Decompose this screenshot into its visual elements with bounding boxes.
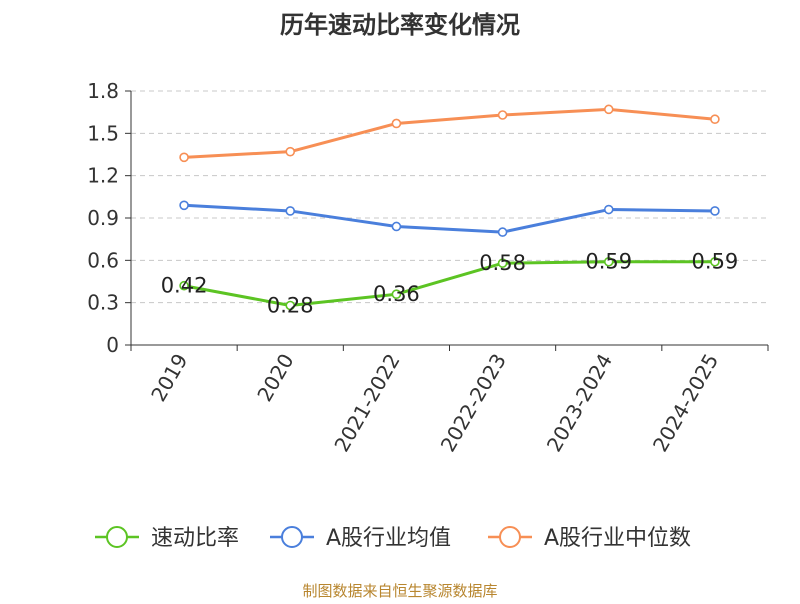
- x-tick-label: 2020: [252, 350, 298, 406]
- legend-label: 速动比率: [151, 526, 239, 551]
- legend-marker-icon: [499, 526, 521, 548]
- series-lines: [179, 104, 720, 311]
- series-1-point-1[interactable]: [285, 206, 296, 216]
- series-2-point-0[interactable]: [179, 152, 189, 163]
- chart-title: 历年速动比率变化情况: [280, 11, 520, 39]
- series-line-0: [183, 260, 715, 307]
- series-0-point-4[interactable]: [603, 256, 614, 267]
- series-2-point-5[interactable]: [710, 114, 720, 125]
- legend-item-0[interactable]: 速动比率: [95, 526, 239, 551]
- y-tick-label: 1.2: [87, 164, 119, 188]
- legend-label: A股行业中位数: [544, 526, 691, 551]
- source-note: 制图数据来自恒生聚源数据库: [302, 582, 497, 600]
- data-label: 0.36: [373, 282, 420, 306]
- x-tick-label: 2022-2023: [436, 350, 511, 456]
- series-1-point-2[interactable]: [391, 221, 402, 232]
- data-label: 0.42: [161, 274, 208, 298]
- y-tick-label: 0.9: [87, 206, 119, 230]
- x-tick-label: 2023-2024: [542, 350, 617, 456]
- series-0-point-0[interactable]: [179, 280, 189, 291]
- y-tick-label: 1.5: [87, 121, 119, 145]
- grid-lines: [131, 90, 768, 304]
- series-0-point-1[interactable]: [285, 300, 296, 311]
- data-label: 0.58: [479, 251, 526, 275]
- series-1-point-4[interactable]: [603, 204, 614, 215]
- data-label: 0.59: [692, 250, 739, 274]
- series-0-point-5[interactable]: [710, 256, 720, 267]
- x-tick-label: 2021-2022: [329, 350, 404, 456]
- series-1-point-3[interactable]: [497, 227, 508, 237]
- axes: 0 0.3 0.6 0.9 1.2 1.5 1.8 2019 2020 2021-2022 2022…: [87, 79, 769, 456]
- series-0-point-3[interactable]: [497, 258, 508, 268]
- x-tick-label: 2019: [146, 350, 192, 406]
- legend-marker-icon: [281, 526, 303, 548]
- y-tick-label: 1.8: [87, 79, 119, 103]
- x-tick-label: 2024-2025: [648, 350, 723, 456]
- series-line-2: [184, 107, 716, 159]
- legend-item-1[interactable]: A股行业均值: [270, 526, 451, 551]
- series-2-point-2[interactable]: [391, 118, 402, 129]
- series-2-point-4[interactable]: [603, 104, 614, 115]
- series-2-point-3[interactable]: [497, 110, 508, 120]
- data-label: 0.59: [585, 250, 632, 274]
- y-tick-label: 0.3: [87, 291, 119, 315]
- series-2-point-1[interactable]: [285, 146, 296, 157]
- data-labels: 0.42 0.28 0.36 0.58 0.59 0.59: [161, 250, 739, 318]
- y-tick-label: 0: [106, 333, 119, 357]
- series-1-point-0[interactable]: [179, 200, 189, 211]
- legend[interactable]: 速动比率 A股行业均值 A股行业中位数: [95, 526, 691, 551]
- series-line-1: [184, 203, 715, 234]
- series-1-point-5[interactable]: [710, 206, 720, 216]
- series-0-point-2[interactable]: [391, 289, 402, 300]
- y-tick-label: 0.6: [87, 248, 119, 272]
- legend-label: A股行业均值: [326, 526, 451, 551]
- legend-item-2[interactable]: A股行业中位数: [488, 526, 691, 551]
- data-label: 0.28: [267, 293, 314, 317]
- legend-marker-icon: [106, 526, 128, 548]
